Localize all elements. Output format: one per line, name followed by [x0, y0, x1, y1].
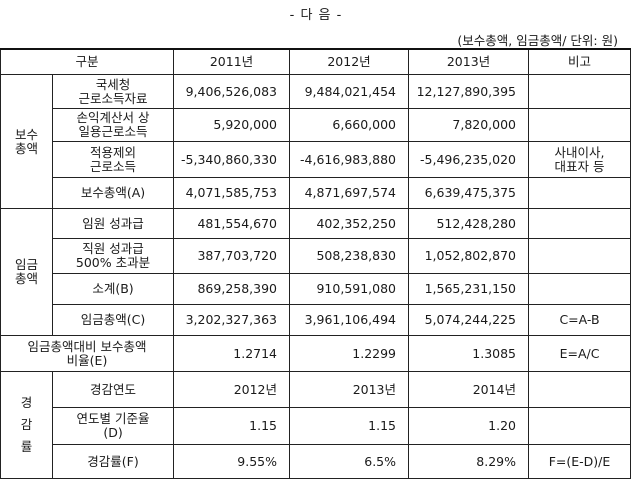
cell-2013: 6,639,475,375	[408, 177, 530, 209]
cell-2013: 512,428,280	[408, 208, 530, 239]
cell-2013: -5,496,235,020	[408, 141, 530, 178]
cell-2012: 910,591,080	[289, 273, 410, 305]
header-category: 구분	[0, 48, 175, 75]
cell-note	[528, 273, 632, 305]
cell-2013: 12,127,890,395	[408, 74, 530, 109]
cell-2012: 2013년	[289, 371, 410, 408]
cell-2013: 2014년	[408, 371, 530, 408]
cell-note	[528, 238, 632, 274]
header-2013: 2013년	[408, 48, 530, 75]
group-wage: 임금 총액	[0, 208, 53, 336]
table-row: 직원 성과급 500% 초과분 387,703,720 508,238,830 …	[1, 238, 632, 274]
cell-2012: 6.5%	[289, 444, 410, 479]
table-row: 손익계산서 상 일용근로소득 5,920,000 6,660,000 7,820…	[1, 108, 632, 142]
cell-2011: 387,703,720	[173, 238, 291, 274]
table-row: 경 감 률 경감연도 2012년 2013년 2014년	[0, 371, 632, 479]
cell-note	[528, 177, 632, 209]
cell-2011: 9.55%	[173, 444, 291, 479]
cell-note	[528, 108, 632, 142]
cell-note	[528, 74, 632, 109]
row-label: 임금총액대비 보수총액 비율(E)	[0, 335, 175, 372]
cell-2011: 869,258,390	[173, 273, 291, 305]
cell-2012: 3,961,106,494	[289, 304, 410, 336]
table-row: 임금총액(C) 3,202,327,363 3,961,106,494 5,07…	[1, 304, 632, 336]
cell-2012: 508,238,830	[289, 238, 410, 274]
row-label: 적용제외 근로소득	[51, 141, 175, 178]
table-row: 보수 총액 국세청 근로소득자료 9,406,526,083 9,484,021…	[0, 74, 632, 209]
row-label: 보수총액(A)	[51, 177, 175, 209]
cell-2012: 402,352,250	[289, 208, 410, 239]
row-label: 국세청 근로소득자료	[51, 74, 175, 109]
compensation-table: 구분 2011년 2012년 2013년 비고 보수 총액 국세청 근로소득자료…	[0, 48, 632, 479]
header-2012: 2012년	[289, 48, 410, 75]
row-label: 직원 성과급 500% 초과분	[51, 238, 175, 274]
cell-2013: 1.3085	[408, 335, 530, 372]
table-row: 적용제외 근로소득 -5,340,860,330 -4,616,983,880 …	[1, 141, 632, 178]
cell-2013: 5,074,244,225	[408, 304, 530, 336]
cell-2011: 2012년	[173, 371, 291, 408]
cell-2012: 1.15	[289, 407, 410, 445]
header-note: 비고	[528, 48, 632, 75]
cell-2013: 8.29%	[408, 444, 530, 479]
cell-note: E=A/C	[528, 335, 632, 372]
cell-note	[528, 208, 632, 239]
cell-2011: 1.2714	[173, 335, 291, 372]
cell-note	[528, 371, 632, 408]
row-label: 경감률(F)	[51, 444, 175, 479]
cell-note	[528, 407, 632, 445]
row-label: 연도별 기준율 (D)	[51, 407, 175, 445]
cell-2013: 1,565,231,150	[408, 273, 530, 305]
row-label: 손익계산서 상 일용근로소득	[51, 108, 175, 142]
row-label: 소계(B)	[51, 273, 175, 305]
cell-note: C=A-B	[528, 304, 632, 336]
table-row: 경감률(F) 9.55% 6.5% 8.29% F=(E-D)/E	[1, 444, 632, 479]
cell-2011: -5,340,860,330	[173, 141, 291, 178]
cell-2011: 1.15	[173, 407, 291, 445]
table-row: 보수총액(A) 4,071,585,753 4,871,697,574 6,63…	[1, 177, 632, 209]
header-row: 구분 2011년 2012년 2013년 비고	[0, 48, 632, 75]
cell-2012: 9,484,021,454	[289, 74, 410, 109]
cell-2011: 3,202,327,363	[173, 304, 291, 336]
table-row: 임금총액대비 보수총액 비율(E) 1.2714 1.2299 1.3085 E…	[0, 335, 632, 372]
cell-2013: 7,820,000	[408, 108, 530, 142]
group-reduction: 경 감 률	[0, 371, 53, 479]
cell-note: F=(E-D)/E	[528, 444, 632, 479]
cell-2011: 5,920,000	[173, 108, 291, 142]
cell-2013: 1,052,802,870	[408, 238, 530, 274]
cell-2012: 4,871,697,574	[289, 177, 410, 209]
table-row: 임금 총액 임원 성과급 481,554,670 402,352,250 512…	[0, 208, 632, 336]
cell-2011: 4,071,585,753	[173, 177, 291, 209]
document-heading: - 다 음 -	[289, 8, 343, 23]
cell-2012: 1.2299	[289, 335, 410, 372]
unit-note: (보수총액, 임금총액/ 단위: 원)	[457, 33, 618, 48]
cell-note: 사내이사, 대표자 등	[528, 141, 632, 178]
table-row: 소계(B) 869,258,390 910,591,080 1,565,231,…	[1, 273, 632, 305]
header-2011: 2011년	[173, 48, 291, 75]
cell-2012: -4,616,983,880	[289, 141, 410, 178]
row-label: 임금총액(C)	[51, 304, 175, 336]
cell-2011: 9,406,526,083	[173, 74, 291, 109]
cell-2012: 6,660,000	[289, 108, 410, 142]
table-row: 연도별 기준율 (D) 1.15 1.15 1.20	[1, 407, 632, 445]
cell-2013: 1.20	[408, 407, 530, 445]
row-label: 임원 성과급	[51, 208, 175, 239]
row-label: 경감연도	[51, 371, 175, 408]
cell-2011: 481,554,670	[173, 208, 291, 239]
group-compensation: 보수 총액	[0, 74, 53, 209]
